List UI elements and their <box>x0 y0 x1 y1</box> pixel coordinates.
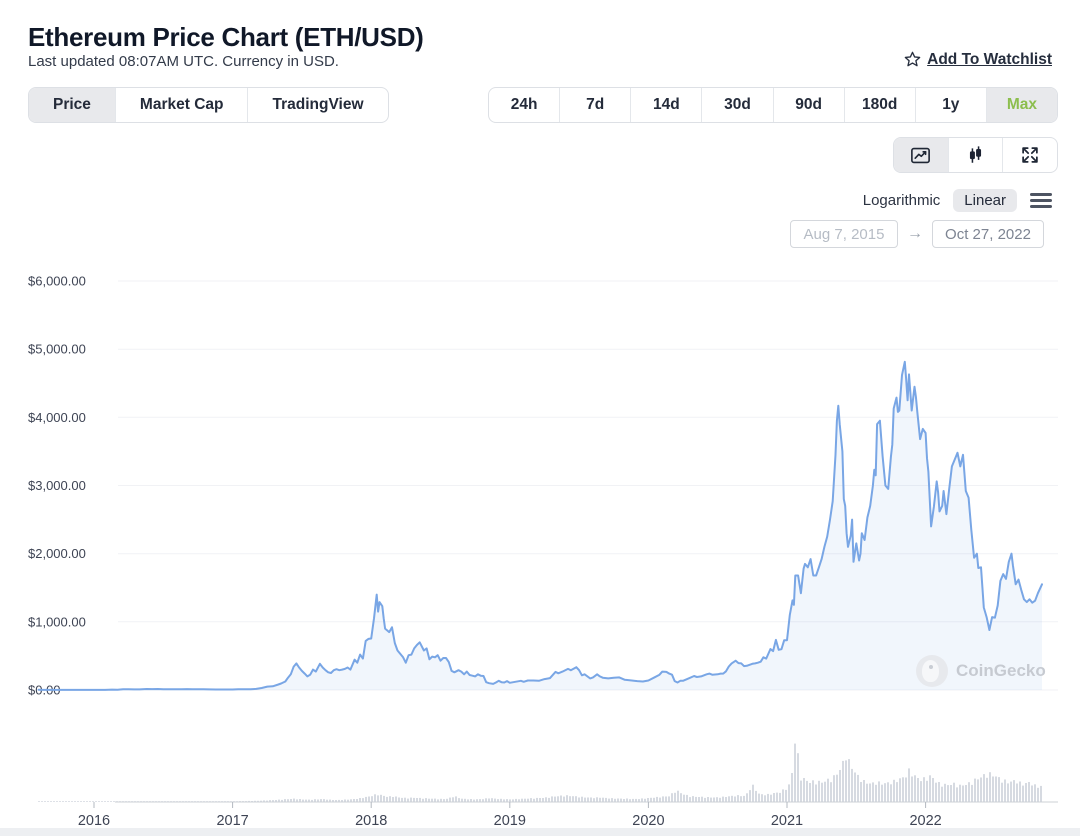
x-axis-label: 2018 <box>355 813 387 829</box>
arrow-right-icon: → <box>907 225 923 242</box>
range-1y[interactable]: 1y <box>914 88 986 122</box>
add-to-watchlist-label: Add To Watchlist <box>927 50 1052 68</box>
x-axis-label: 2017 <box>216 813 248 829</box>
coingecko-watermark: CoinGecko <box>916 655 1046 687</box>
date-range-row: Aug 7, 2015 → Oct 27, 2022 <box>790 220 1044 248</box>
menu-icon[interactable] <box>1030 191 1052 211</box>
range-180d[interactable]: 180d <box>843 88 915 122</box>
x-axis-label: 2021 <box>771 813 803 829</box>
price-chart[interactable]: $6,000.00 $5,000.00 $4,000.00 $3,000.00 $2,0… <box>0 255 1080 836</box>
line-chart-icon <box>911 147 931 163</box>
tab-market-cap[interactable]: Market Cap <box>114 88 248 122</box>
fullscreen-button[interactable] <box>1002 138 1057 172</box>
y-axis-label: $2,000.00 <box>28 546 86 561</box>
x-axis-label: 2019 <box>494 813 526 829</box>
volume-bars <box>38 743 1042 802</box>
price-area-fill <box>38 361 1043 690</box>
date-to-input[interactable]: Oct 27, 2022 <box>932 220 1044 248</box>
y-axis-label: $4,000.00 <box>28 410 86 425</box>
star-icon <box>904 51 921 67</box>
range-7d[interactable]: 7d <box>559 88 630 122</box>
range-14d[interactable]: 14d <box>630 88 701 122</box>
x-axis-label: 2022 <box>909 813 941 829</box>
last-updated-text: Last updated 08:07AM UTC. Currency in US… <box>28 53 339 70</box>
price-line <box>37 360 1043 691</box>
fullscreen-icon <box>1022 147 1038 163</box>
coingecko-watermark-label: CoinGecko <box>956 661 1046 680</box>
date-from-input[interactable]: Aug 7, 2015 <box>790 220 898 248</box>
tab-price[interactable]: Price <box>29 88 115 122</box>
candlestick-icon <box>969 145 982 163</box>
coingecko-logo-icon <box>916 655 948 687</box>
chart-type-toggle <box>893 137 1058 173</box>
line-chart-button[interactable] <box>894 138 948 172</box>
tab-tradingview[interactable]: TradingView <box>247 88 387 122</box>
x-axis-label: 2016 <box>78 813 110 829</box>
bottom-strip <box>0 828 1080 836</box>
y-axis-label: $3,000.00 <box>28 478 86 493</box>
range-max[interactable]: Max <box>985 88 1057 122</box>
scale-toggle-row: Logarithmic Linear <box>863 189 1052 212</box>
range-30d[interactable]: 30d <box>701 88 772 122</box>
y-axis-label: $1,000.00 <box>28 614 86 629</box>
y-axis-label: $5,000.00 <box>28 342 86 357</box>
x-axis-label: 2020 <box>632 813 664 829</box>
scale-linear-option[interactable]: Linear <box>953 189 1017 212</box>
range-90d[interactable]: 90d <box>772 88 844 122</box>
y-axis-label: $6,000.00 <box>28 274 86 289</box>
range-24h[interactable]: 24h <box>510 96 538 113</box>
candlestick-button[interactable] <box>947 138 1003 172</box>
price-chart-canvas: $6,000.00 $5,000.00 $4,000.00 $3,000.00 $2,0… <box>28 274 1058 829</box>
metric-tabs: Price Market Cap TradingView <box>28 87 389 123</box>
page-title: Ethereum Price Chart (ETH/USD) <box>28 22 424 53</box>
add-to-watchlist-button[interactable]: Add To Watchlist <box>903 50 1052 69</box>
scale-logarithmic-option[interactable]: Logarithmic <box>862 192 941 209</box>
range-tabs: 24h 7d 14d 30d 90d 180d 1y Max <box>488 87 1058 123</box>
